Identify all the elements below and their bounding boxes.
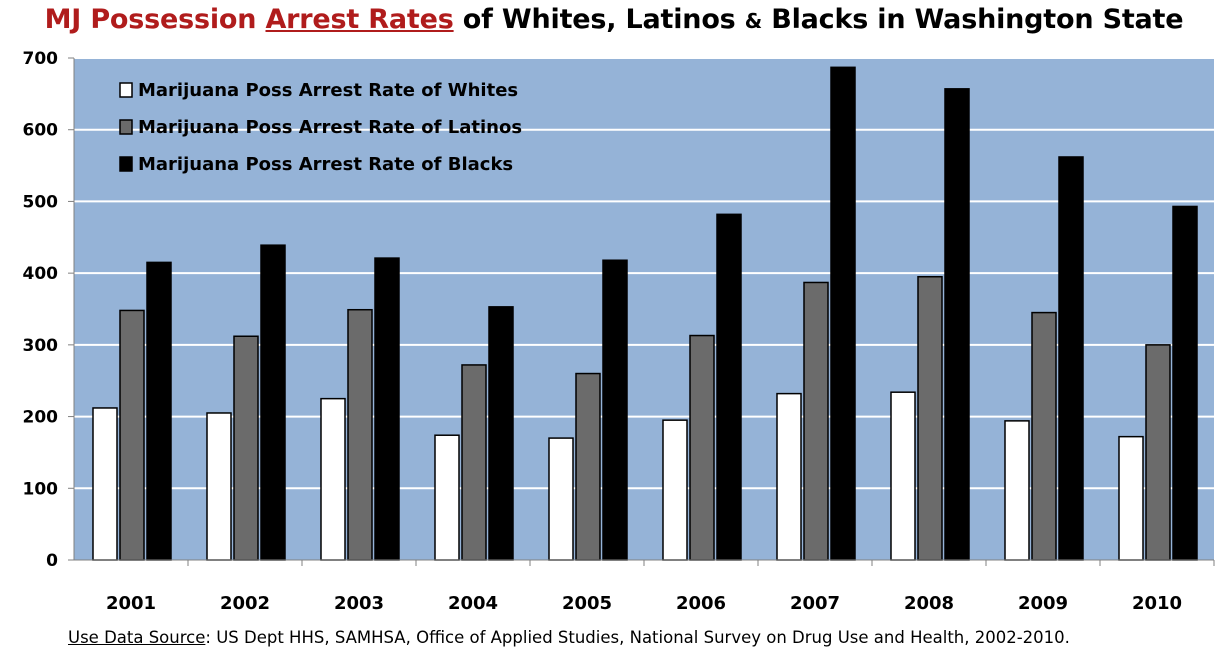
- bar: [146, 261, 172, 561]
- bar: [374, 257, 400, 561]
- y-tick-label: 600: [23, 121, 59, 141]
- x-tick-label: 2005: [562, 593, 612, 614]
- bar: [206, 412, 232, 561]
- bar: [461, 364, 487, 561]
- bar: [1031, 311, 1057, 561]
- x-tick-label: 2003: [334, 593, 384, 614]
- bar: [1118, 435, 1144, 561]
- y-tick-label: 500: [23, 192, 59, 212]
- x-tick-label: 2009: [1018, 593, 1068, 614]
- legend-label: Marijuana Poss Arrest Rate of Latinos: [138, 117, 522, 138]
- y-tick-label: 400: [23, 264, 59, 284]
- bar: [776, 392, 802, 561]
- bar: [602, 259, 628, 561]
- axes: 0 100 200 300 400 500 600 700 2001 2002 2003 2004 20…: [23, 49, 1215, 614]
- bar: [575, 372, 601, 561]
- title-red-part: MJ Possession: [44, 4, 266, 35]
- bar: [689, 334, 715, 561]
- legend-swatch: [119, 119, 133, 135]
- bar: [260, 244, 286, 561]
- source-label: Use Data Source: [68, 628, 206, 647]
- bar: [944, 88, 970, 561]
- source-text: : US Dept HHS, SAMHSA, Office of Applied…: [205, 628, 1070, 647]
- bar: [488, 306, 514, 561]
- title-end: Blacks in Washington State: [762, 4, 1184, 35]
- y-tick-label: 300: [23, 336, 59, 356]
- bar: [662, 419, 688, 561]
- bar: [347, 308, 373, 561]
- x-tick-label: 2007: [790, 593, 840, 614]
- bar: [716, 213, 742, 561]
- legend-label: Marijuana Poss Arrest Rate of Whites: [138, 80, 518, 101]
- bar: [119, 309, 145, 561]
- legend-label: Marijuana Poss Arrest Rate of Blacks: [138, 154, 513, 175]
- bar: [92, 407, 118, 561]
- bar: [917, 275, 943, 561]
- bar: [890, 391, 916, 561]
- bar: [1004, 420, 1030, 561]
- bar: [434, 434, 460, 561]
- y-tick-label: 100: [23, 479, 59, 499]
- y-tick-label: 0: [46, 551, 58, 571]
- y-tick-label: 700: [23, 49, 59, 69]
- title-middle: of Whites, Latinos: [453, 4, 745, 35]
- legend: Marijuana Poss Arrest Rate of Whites Mari…: [119, 80, 522, 175]
- x-tick-label: 2001: [106, 593, 156, 614]
- chart-title: MJ Possession Arrest Rates of Whites, La…: [0, 4, 1228, 35]
- bar: [548, 437, 574, 561]
- legend-swatch: [119, 82, 133, 98]
- data-source-note: Use Data Source: US Dept HHS, SAMHSA, Of…: [68, 628, 1070, 647]
- x-tick-label: 2006: [676, 593, 726, 614]
- bar: [1172, 205, 1198, 561]
- x-tick-label: 2002: [220, 593, 270, 614]
- title-arrest-rates: Arrest Rates: [265, 4, 454, 35]
- title-ampersand: &: [744, 9, 762, 33]
- x-tick-label: 2008: [904, 593, 954, 614]
- bar: [1145, 344, 1171, 561]
- bar: [320, 397, 346, 561]
- y-tick-label: 200: [23, 408, 59, 428]
- legend-swatch: [119, 156, 133, 172]
- bar: [1058, 156, 1084, 561]
- bar: [830, 66, 856, 561]
- x-tick-label: 2010: [1132, 593, 1182, 614]
- bar: [233, 335, 259, 561]
- bar: [803, 281, 829, 561]
- x-tick-label: 2004: [448, 593, 498, 614]
